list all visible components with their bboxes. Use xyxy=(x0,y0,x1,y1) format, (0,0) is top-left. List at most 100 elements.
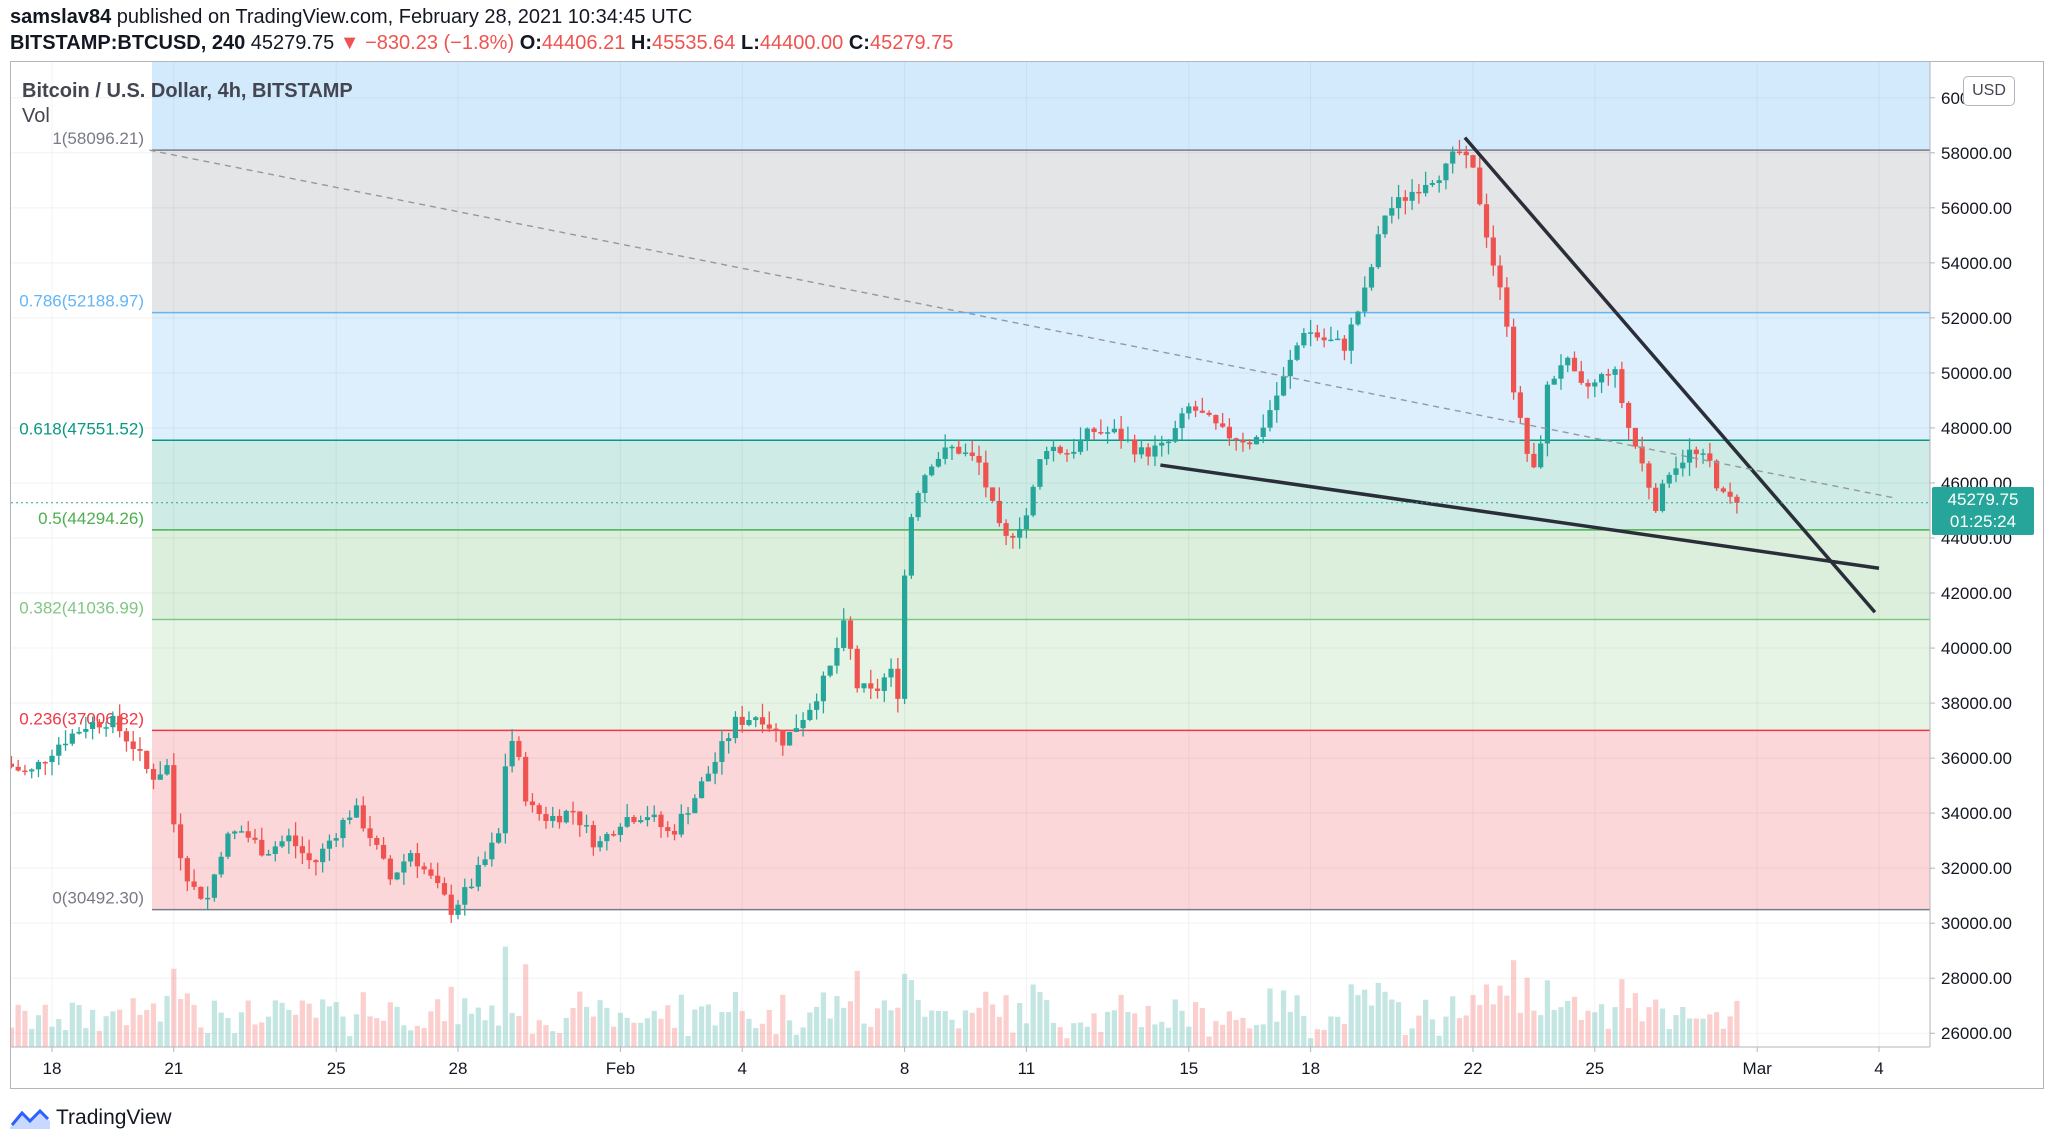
candle-body[interactable] xyxy=(861,683,867,689)
candle-body[interactable] xyxy=(455,904,461,915)
candle-body[interactable] xyxy=(83,728,89,732)
candle-body[interactable] xyxy=(468,886,475,889)
candle-body[interactable] xyxy=(123,731,130,742)
candle-body[interactable] xyxy=(35,761,42,770)
candle-body[interactable] xyxy=(935,458,942,467)
candle-body[interactable] xyxy=(1477,167,1483,205)
candle-body[interactable] xyxy=(1639,446,1645,464)
candle-body[interactable] xyxy=(1402,197,1408,201)
candle-body[interactable] xyxy=(1280,376,1287,396)
candle-body[interactable] xyxy=(1592,382,1598,387)
candle-body[interactable] xyxy=(232,831,238,834)
candle-body[interactable] xyxy=(841,620,847,648)
candle-body[interactable] xyxy=(245,831,251,838)
candle-body[interactable] xyxy=(1551,378,1557,385)
candle-body[interactable] xyxy=(306,853,312,861)
candle-body[interactable] xyxy=(1050,446,1057,452)
time-axis[interactable]: 18 21 25 28 Feb 4 8 11 15 18 22 25 Mar 4 xyxy=(11,1046,1930,1078)
candle-body[interactable] xyxy=(353,805,360,818)
candle-body[interactable] xyxy=(320,848,326,863)
candle-body[interactable] xyxy=(529,801,536,806)
candle-body[interactable] xyxy=(225,833,231,857)
candle-body[interactable] xyxy=(814,701,820,710)
candle-body[interactable] xyxy=(671,830,678,835)
candle-body[interactable] xyxy=(1659,483,1666,511)
candle-body[interactable] xyxy=(347,817,353,820)
candle-body[interactable] xyxy=(1558,365,1564,379)
candle-body[interactable] xyxy=(286,835,292,842)
candle-body[interactable] xyxy=(421,866,427,870)
candle-body[interactable] xyxy=(1321,337,1327,341)
candle-body[interactable] xyxy=(62,743,69,746)
candle-body[interactable] xyxy=(29,769,35,772)
candle-body[interactable] xyxy=(56,744,62,756)
candle-body[interactable] xyxy=(678,813,684,835)
candle-body[interactable] xyxy=(570,810,576,813)
currency-button[interactable]: USD xyxy=(1963,76,2015,106)
candle-body[interactable] xyxy=(1362,287,1368,312)
candle-body[interactable] xyxy=(191,881,197,887)
candle-body[interactable] xyxy=(265,854,272,856)
candle-body[interactable] xyxy=(1686,449,1693,463)
candle-body[interactable] xyxy=(712,761,718,774)
candle-body[interactable] xyxy=(144,750,150,769)
candle-body[interactable] xyxy=(1030,486,1036,516)
candle-body[interactable] xyxy=(1172,428,1178,442)
candle-body[interactable] xyxy=(428,869,434,876)
candle-body[interactable] xyxy=(868,683,874,689)
candle-body[interactable] xyxy=(1186,406,1192,414)
candle-body[interactable] xyxy=(333,838,339,841)
candle-body[interactable] xyxy=(942,447,948,459)
candle-body[interactable] xyxy=(908,517,914,576)
candle-body[interactable] xyxy=(475,864,481,887)
candle-body[interactable] xyxy=(326,840,333,849)
candle-body[interactable] xyxy=(699,781,705,799)
candle-body[interactable] xyxy=(1233,438,1239,441)
candle-body[interactable] xyxy=(902,575,908,699)
candle-body[interactable] xyxy=(211,874,217,898)
candle-body[interactable] xyxy=(1531,453,1537,468)
candle-body[interactable] xyxy=(617,826,623,836)
candle-body[interactable] xyxy=(259,839,265,856)
candle-body[interactable] xyxy=(1389,208,1395,216)
candle-body[interactable] xyxy=(1416,191,1422,194)
candles[interactable] xyxy=(9,139,1740,923)
candle-body[interactable] xyxy=(1423,184,1429,194)
candle-body[interactable] xyxy=(1504,287,1510,327)
candle-body[interactable] xyxy=(1037,459,1043,487)
candle-body[interactable] xyxy=(441,883,448,895)
candle-body[interactable] xyxy=(726,738,732,742)
candle-body[interactable] xyxy=(996,500,1002,524)
candle-body[interactable] xyxy=(1044,451,1050,460)
candle-body[interactable] xyxy=(1707,453,1713,461)
candle-body[interactable] xyxy=(631,816,637,823)
candle-body[interactable] xyxy=(1206,412,1212,415)
candle-body[interactable] xyxy=(164,765,170,775)
candle-body[interactable] xyxy=(22,770,28,773)
candle-body[interactable] xyxy=(1565,357,1571,366)
candle-body[interactable] xyxy=(1619,369,1625,403)
candle-body[interactable] xyxy=(15,766,21,771)
candle-body[interactable] xyxy=(1598,374,1605,383)
candle-body[interactable] xyxy=(1727,491,1733,497)
candle-body[interactable] xyxy=(854,648,860,689)
candle-body[interactable] xyxy=(1673,468,1679,475)
candle-body[interactable] xyxy=(962,452,969,454)
candle-body[interactable] xyxy=(496,833,502,843)
candle-body[interactable] xyxy=(1626,402,1632,428)
candle-body[interactable] xyxy=(1646,463,1652,488)
candle-body[interactable] xyxy=(1179,413,1185,429)
candle-body[interactable] xyxy=(42,761,48,764)
candle-body[interactable] xyxy=(360,805,366,829)
candle-body[interactable] xyxy=(759,717,766,725)
candle-body[interactable] xyxy=(746,720,752,725)
candle-body[interactable] xyxy=(49,755,55,763)
candle-body[interactable] xyxy=(394,872,400,880)
candle-body[interactable] xyxy=(834,647,840,666)
candle-body[interactable] xyxy=(509,740,515,767)
candle-body[interactable] xyxy=(1524,417,1530,454)
candle-body[interactable] xyxy=(1010,535,1016,538)
candle-body[interactable] xyxy=(1571,357,1578,372)
candle-body[interactable] xyxy=(1017,528,1023,538)
candle-body[interactable] xyxy=(1355,311,1361,325)
